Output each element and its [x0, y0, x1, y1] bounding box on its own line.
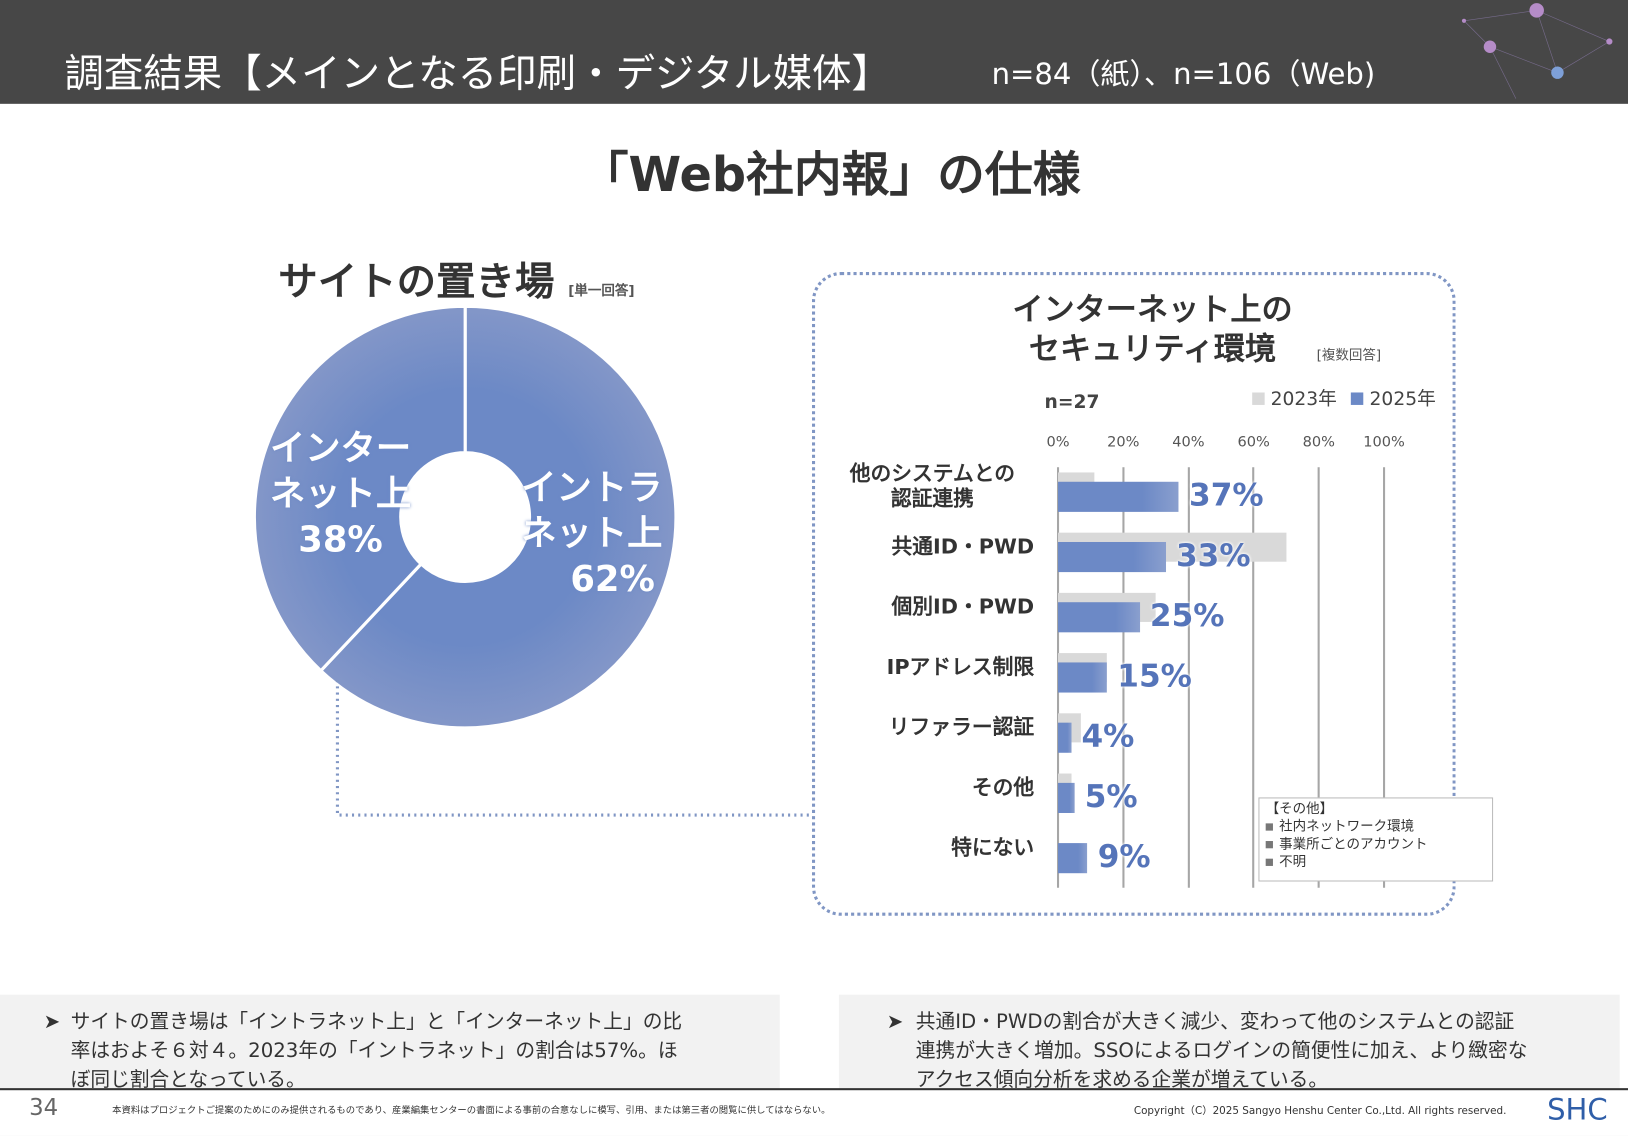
gridline [1187, 467, 1190, 888]
bar-2025 [1058, 602, 1140, 633]
category-label: 共通ID・PWD [891, 533, 1035, 559]
other-item: 事業所ごとのアカウント [1279, 836, 1428, 853]
page-number: 34 [29, 1095, 59, 1122]
data-label: 15% [1117, 658, 1192, 695]
other-item: 社内ネットワーク環境 [1279, 819, 1415, 835]
x-tick-label: 80% [1302, 434, 1335, 451]
copyright: Copyright（C）2025 Sangyo Henshu Center Co… [1133, 1105, 1507, 1118]
data-label: 25% [1149, 598, 1225, 635]
header-bar [0, 0, 1628, 104]
donut-chart [252, 304, 810, 817]
security-panel [811, 272, 1456, 916]
chart-legend: 2023年 2025年 [1252, 384, 1436, 411]
security-note: [複数回答] [1316, 347, 1382, 364]
company-logo: SHC [1547, 1092, 1608, 1127]
category-label: IPアドレス制限 [886, 654, 1035, 680]
other-answers-box: 【その他】 社内ネットワーク環境 事業所ごとのアカウント 不明 [1258, 797, 1494, 882]
donut-slice [252, 304, 467, 673]
other-item: 不明 [1279, 854, 1307, 871]
gridline [1383, 467, 1386, 888]
bar-2025 [1058, 481, 1179, 512]
bar-2025 [1058, 662, 1107, 693]
pie-title-text: サイトの置き場 [278, 258, 555, 305]
data-label: 9% [1097, 838, 1151, 876]
header-sample-size: n=84（紙）、n=106（Web) [991, 57, 1376, 92]
gridline [1122, 467, 1125, 888]
sample-size: n=27 [1044, 391, 1100, 414]
category-label: その他 [971, 774, 1035, 800]
category-label: リファラー認証 [888, 714, 1035, 740]
page-title: 「Web社内報」の仕様 [580, 146, 1081, 203]
category-label: 他のシステムとの 認証連携 [849, 461, 1016, 511]
pie-title: サイトの置き場 [単一回答] [278, 249, 634, 306]
bar-2025 [1058, 722, 1072, 753]
footer-divider [0, 1088, 1628, 1091]
data-label: 4% [1081, 718, 1135, 755]
other-box-title: 【その他】 [1265, 801, 1334, 818]
x-tick-label: 20% [1107, 434, 1140, 451]
security-title: インターネット上の セキュリティ環境 [1012, 291, 1293, 368]
header-title: 調査結果【メインとなる印刷・デジタル媒体】 [64, 50, 891, 97]
bar-2025 [1058, 782, 1075, 813]
data-label: 33% [1175, 537, 1251, 575]
disclaimer: 本資料はプロジェクトご提案のためにのみ提供されるものであり、産業編集センターの書… [112, 1105, 831, 1117]
bar-2025 [1058, 541, 1166, 573]
network-decoration-icon [1461, 3, 1613, 99]
pie-note: [単一回答] [568, 283, 635, 300]
connector-line [335, 680, 810, 817]
category-label: 特にない [951, 834, 1035, 860]
donut-slice [318, 304, 678, 730]
x-tick-label: 60% [1237, 434, 1270, 451]
category-label: 個別ID・PWD [891, 593, 1035, 619]
bar-2025 [1058, 843, 1088, 874]
slice-label-intranet: イントラ ネット上 62% [521, 467, 663, 601]
slice-label-internet: インター ネット上 38% [269, 427, 412, 561]
data-label: 5% [1084, 778, 1138, 816]
gridline [1317, 467, 1320, 888]
gridline [1252, 467, 1255, 888]
comment-right: ➤ 共通ID・PWDの割合が大きく減少、変わって他のシステムとの認証 連携が大きく増… [838, 994, 1620, 1091]
x-tick-label: 40% [1172, 434, 1205, 451]
data-label: 37% [1189, 477, 1264, 514]
x-tick-label: 100% [1363, 434, 1405, 451]
comment-left: ➤ サイトの置き場は「イントラネット上」と「インターネット上」の比 率はおよそ６対４… [0, 994, 780, 1091]
x-tick-label: 0% [1046, 434, 1070, 451]
